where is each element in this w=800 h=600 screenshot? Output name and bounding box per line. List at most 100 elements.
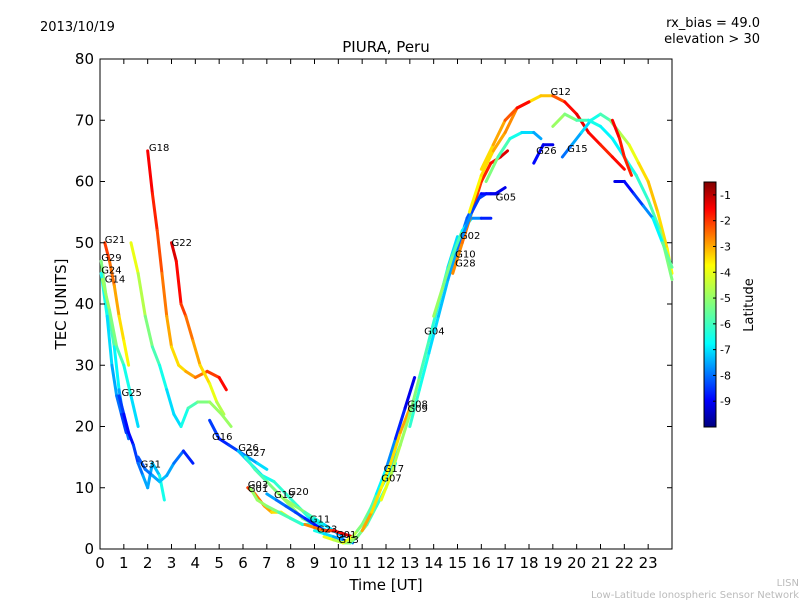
track-segment-g02 <box>427 314 440 355</box>
track-segment-g08 <box>384 437 398 471</box>
track-segment-g21 <box>103 241 112 263</box>
track-segment-g26c <box>508 131 524 141</box>
track-segment-g25 <box>146 461 154 490</box>
x-tick-label: 16 <box>472 554 491 572</box>
track-segment-g26b <box>503 106 519 122</box>
track-segment-g22 <box>215 400 226 416</box>
x-tick-label: 12 <box>376 554 395 572</box>
track-segment-g26 <box>284 492 300 508</box>
track-segment-g18 <box>155 229 164 275</box>
track-segment-g31 <box>165 461 176 477</box>
track-segment-g19 <box>293 510 307 520</box>
track-segment-g15b <box>637 161 650 183</box>
org-short-label: LISN <box>777 578 799 589</box>
track-segment-g23 <box>313 529 326 536</box>
track-segment-g21 <box>122 339 131 367</box>
track-segment-g15 <box>143 314 154 349</box>
track-segment-g05 <box>460 210 474 239</box>
track-segment-g15 <box>220 412 233 428</box>
colorbar-tick-label: -1 <box>720 189 731 202</box>
track-segment-g18 <box>165 314 173 349</box>
track-segment-g22 <box>184 314 195 343</box>
y-axis-ticks: 0 10 20 30 40 50 60 70 80 <box>75 50 672 558</box>
satellite-label-g12: G12 <box>550 87 570 98</box>
x-tick-label: 0 <box>95 554 105 572</box>
satellite-label-g02: G02 <box>460 231 480 242</box>
track-segment-g16 <box>227 443 240 453</box>
track-segment-g15 <box>136 271 147 318</box>
track-segment-g15b <box>570 131 583 147</box>
colorbar-tick-label: -4 <box>720 266 731 279</box>
track-segment-g15 <box>158 363 169 392</box>
track-segment-g07 <box>346 535 359 545</box>
chart-title: PIURA, Peru <box>342 38 429 56</box>
track-segment-g24 <box>110 363 119 398</box>
track-segment-g15c <box>551 112 567 128</box>
track-segment-g26d <box>532 143 545 165</box>
track-segment-g26b <box>491 118 507 147</box>
track-segment-g09 <box>389 431 402 465</box>
track-segment-g15 <box>150 345 162 367</box>
track-segment-g15d <box>610 118 622 141</box>
org-full-label: Low-Latitude Ionospheric Sensor Network <box>591 590 799 600</box>
track-segment-g15b <box>627 143 641 165</box>
track-segment-g04 <box>379 474 393 502</box>
track-segment-g26e <box>651 216 664 245</box>
satellite-label-g08: G08 <box>407 400 427 411</box>
data-tracks <box>99 94 674 545</box>
track-segment-g26b <box>479 143 495 171</box>
track-segment-g14 <box>115 345 126 367</box>
track-segment-g31 <box>181 449 195 465</box>
track-segment-g13 <box>322 535 336 542</box>
y-tick-label: 10 <box>75 479 94 497</box>
colorbar <box>703 181 717 428</box>
satellite-label-g31: G31 <box>141 460 161 471</box>
track-segment-g31 <box>136 455 147 471</box>
track-segment-g09 <box>398 406 412 435</box>
colorbar-label: Latitude <box>742 278 757 332</box>
track-segment-g24 <box>115 394 123 416</box>
track-segment-g15b <box>618 131 631 147</box>
track-segment-g16 <box>208 418 221 441</box>
track-segment-g27 <box>265 480 281 496</box>
x-tick-label: 1 <box>119 554 129 572</box>
track-segment-g26b <box>515 100 531 110</box>
track-segment-g26 <box>260 474 276 484</box>
x-tick-label: 20 <box>567 554 586 572</box>
track-segment-g18 <box>205 369 221 379</box>
track-segment-g19 <box>265 492 278 502</box>
colorbar-tick-label: -3 <box>720 240 731 253</box>
track-segment-g15c <box>599 124 614 141</box>
x-tick-label: 11 <box>353 554 372 572</box>
track-segment-g02 <box>446 247 459 281</box>
x-tick-label: 23 <box>639 554 658 572</box>
track-segment-g29 <box>112 345 121 392</box>
track-segment-g26c <box>484 155 500 183</box>
track-segment-g15 <box>208 400 224 416</box>
track-segment-g15d <box>618 137 626 159</box>
track-segment-g04 <box>408 376 421 416</box>
track-segment-g20 <box>284 498 297 508</box>
track-segment-g15d <box>622 155 633 177</box>
date-label: 2013/10/19 <box>40 20 115 35</box>
track-segment-g25 <box>122 412 131 435</box>
track-segment-g15 <box>129 241 140 275</box>
satellite-label-g28: G28 <box>455 259 475 270</box>
track-segment-g12 <box>587 131 602 147</box>
track-segment-g02 <box>417 351 431 392</box>
track-segment-g19 <box>284 504 297 514</box>
x-tick-label: 13 <box>400 554 419 572</box>
track-segment-g08 <box>355 516 369 533</box>
colorbar-ticks: -1 -2 -3 -4 -5 -6 -7 -8 -9 <box>713 189 731 408</box>
track-segment-g08 <box>374 467 388 496</box>
track-segment-g02 <box>436 278 450 318</box>
x-axis-ticks: 0 1 2 3 4 5 6 7 8 9 10 11 12 13 14 15 16 17 18 19 20 21 22 23 <box>95 59 658 572</box>
track-segment-g26e <box>632 192 645 208</box>
track-segment-g22 <box>170 241 178 263</box>
x-tick-label: 3 <box>167 554 177 572</box>
satellite-label-g04: G04 <box>424 327 444 338</box>
track-segment-g03 <box>262 504 274 514</box>
x-tick-label: 7 <box>262 554 272 572</box>
satellite-label-g07: G07 <box>381 474 401 485</box>
satellite-label-g27: G27 <box>245 448 265 459</box>
